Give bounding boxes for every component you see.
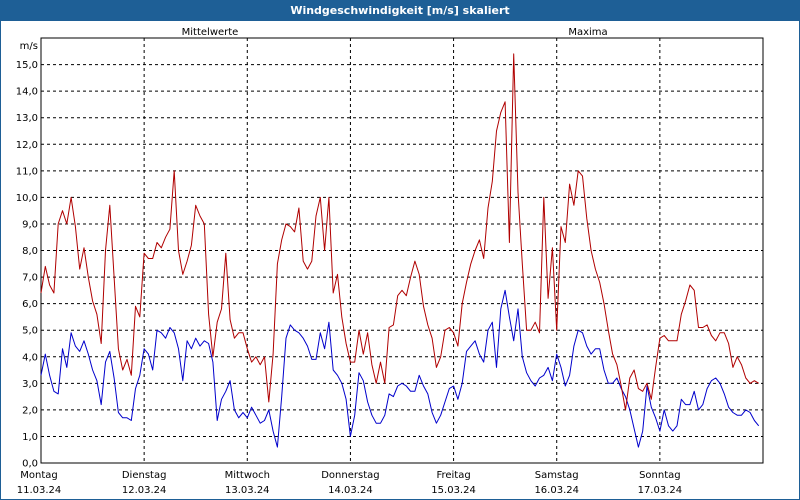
legend-maxima: Maxima (568, 27, 607, 38)
x-tick-day: Freitag (436, 470, 470, 481)
series-line-maxima (40, 53, 759, 411)
grid-lines (41, 38, 763, 463)
x-tick-date: 14.03.24 (328, 485, 373, 496)
window-title: Windgeschwindigkeit [m/s] skaliert (1, 1, 799, 21)
data-series (40, 53, 760, 448)
y-tick-label: 0,0 (22, 459, 38, 470)
x-tick-day: Mittwoch (225, 470, 270, 481)
y-tick-label: 2,0 (22, 405, 38, 416)
y-tick-label: 8,0 (22, 246, 38, 257)
legend-mittelwerte: Mittelwerte (182, 27, 239, 38)
x-tick-date: 16.03.24 (534, 485, 579, 496)
x-tick-day: Samstag (535, 470, 579, 481)
x-axis-tick-labels: Montag 11.03.24 Dienstag 12.03.24 Mittwoch 13… (17, 470, 682, 496)
x-tick-day: Dienstag (122, 470, 167, 481)
y-tick-label: 1,0 (22, 432, 38, 443)
y-tick-label: 6,0 (22, 299, 38, 310)
x-tick-day: Sonntag (639, 470, 681, 481)
x-tick-date: 12.03.24 (122, 485, 167, 496)
series-line-mittelwerte (40, 289, 760, 448)
y-tick-label: 4,0 (22, 352, 38, 363)
x-tick-day: Montag (20, 470, 57, 481)
x-tick-date: 15.03.24 (431, 485, 476, 496)
y-tick-label: 5,0 (22, 326, 38, 337)
y-tick-label: 11,0 (16, 166, 38, 177)
y-tick-label: 13,0 (16, 113, 38, 124)
x-tick-date: 17.03.24 (638, 485, 683, 496)
y-tick-label: 12,0 (16, 140, 38, 151)
x-tick-date: 11.03.24 (17, 485, 62, 496)
y-tick-label: 10,0 (16, 193, 38, 204)
y-tick-label: 7,0 (22, 273, 38, 284)
x-tick-date: 13.03.24 (225, 485, 270, 496)
y-tick-label: 15,0 (16, 60, 38, 71)
y-axis-label: m/s (20, 41, 38, 52)
x-tick-day: Donnerstag (321, 470, 379, 481)
plot-area-border (40, 37, 764, 464)
y-tick-label: 9,0 (22, 219, 38, 230)
y-axis-tick-labels: 0,0 1,0 2,0 3,0 4,0 5,0 6,0 7,0 8,0 9,0 10,0 11,0 12… (16, 60, 38, 469)
y-tick-label: 3,0 (22, 379, 38, 390)
y-tick-label: 14,0 (16, 87, 38, 98)
